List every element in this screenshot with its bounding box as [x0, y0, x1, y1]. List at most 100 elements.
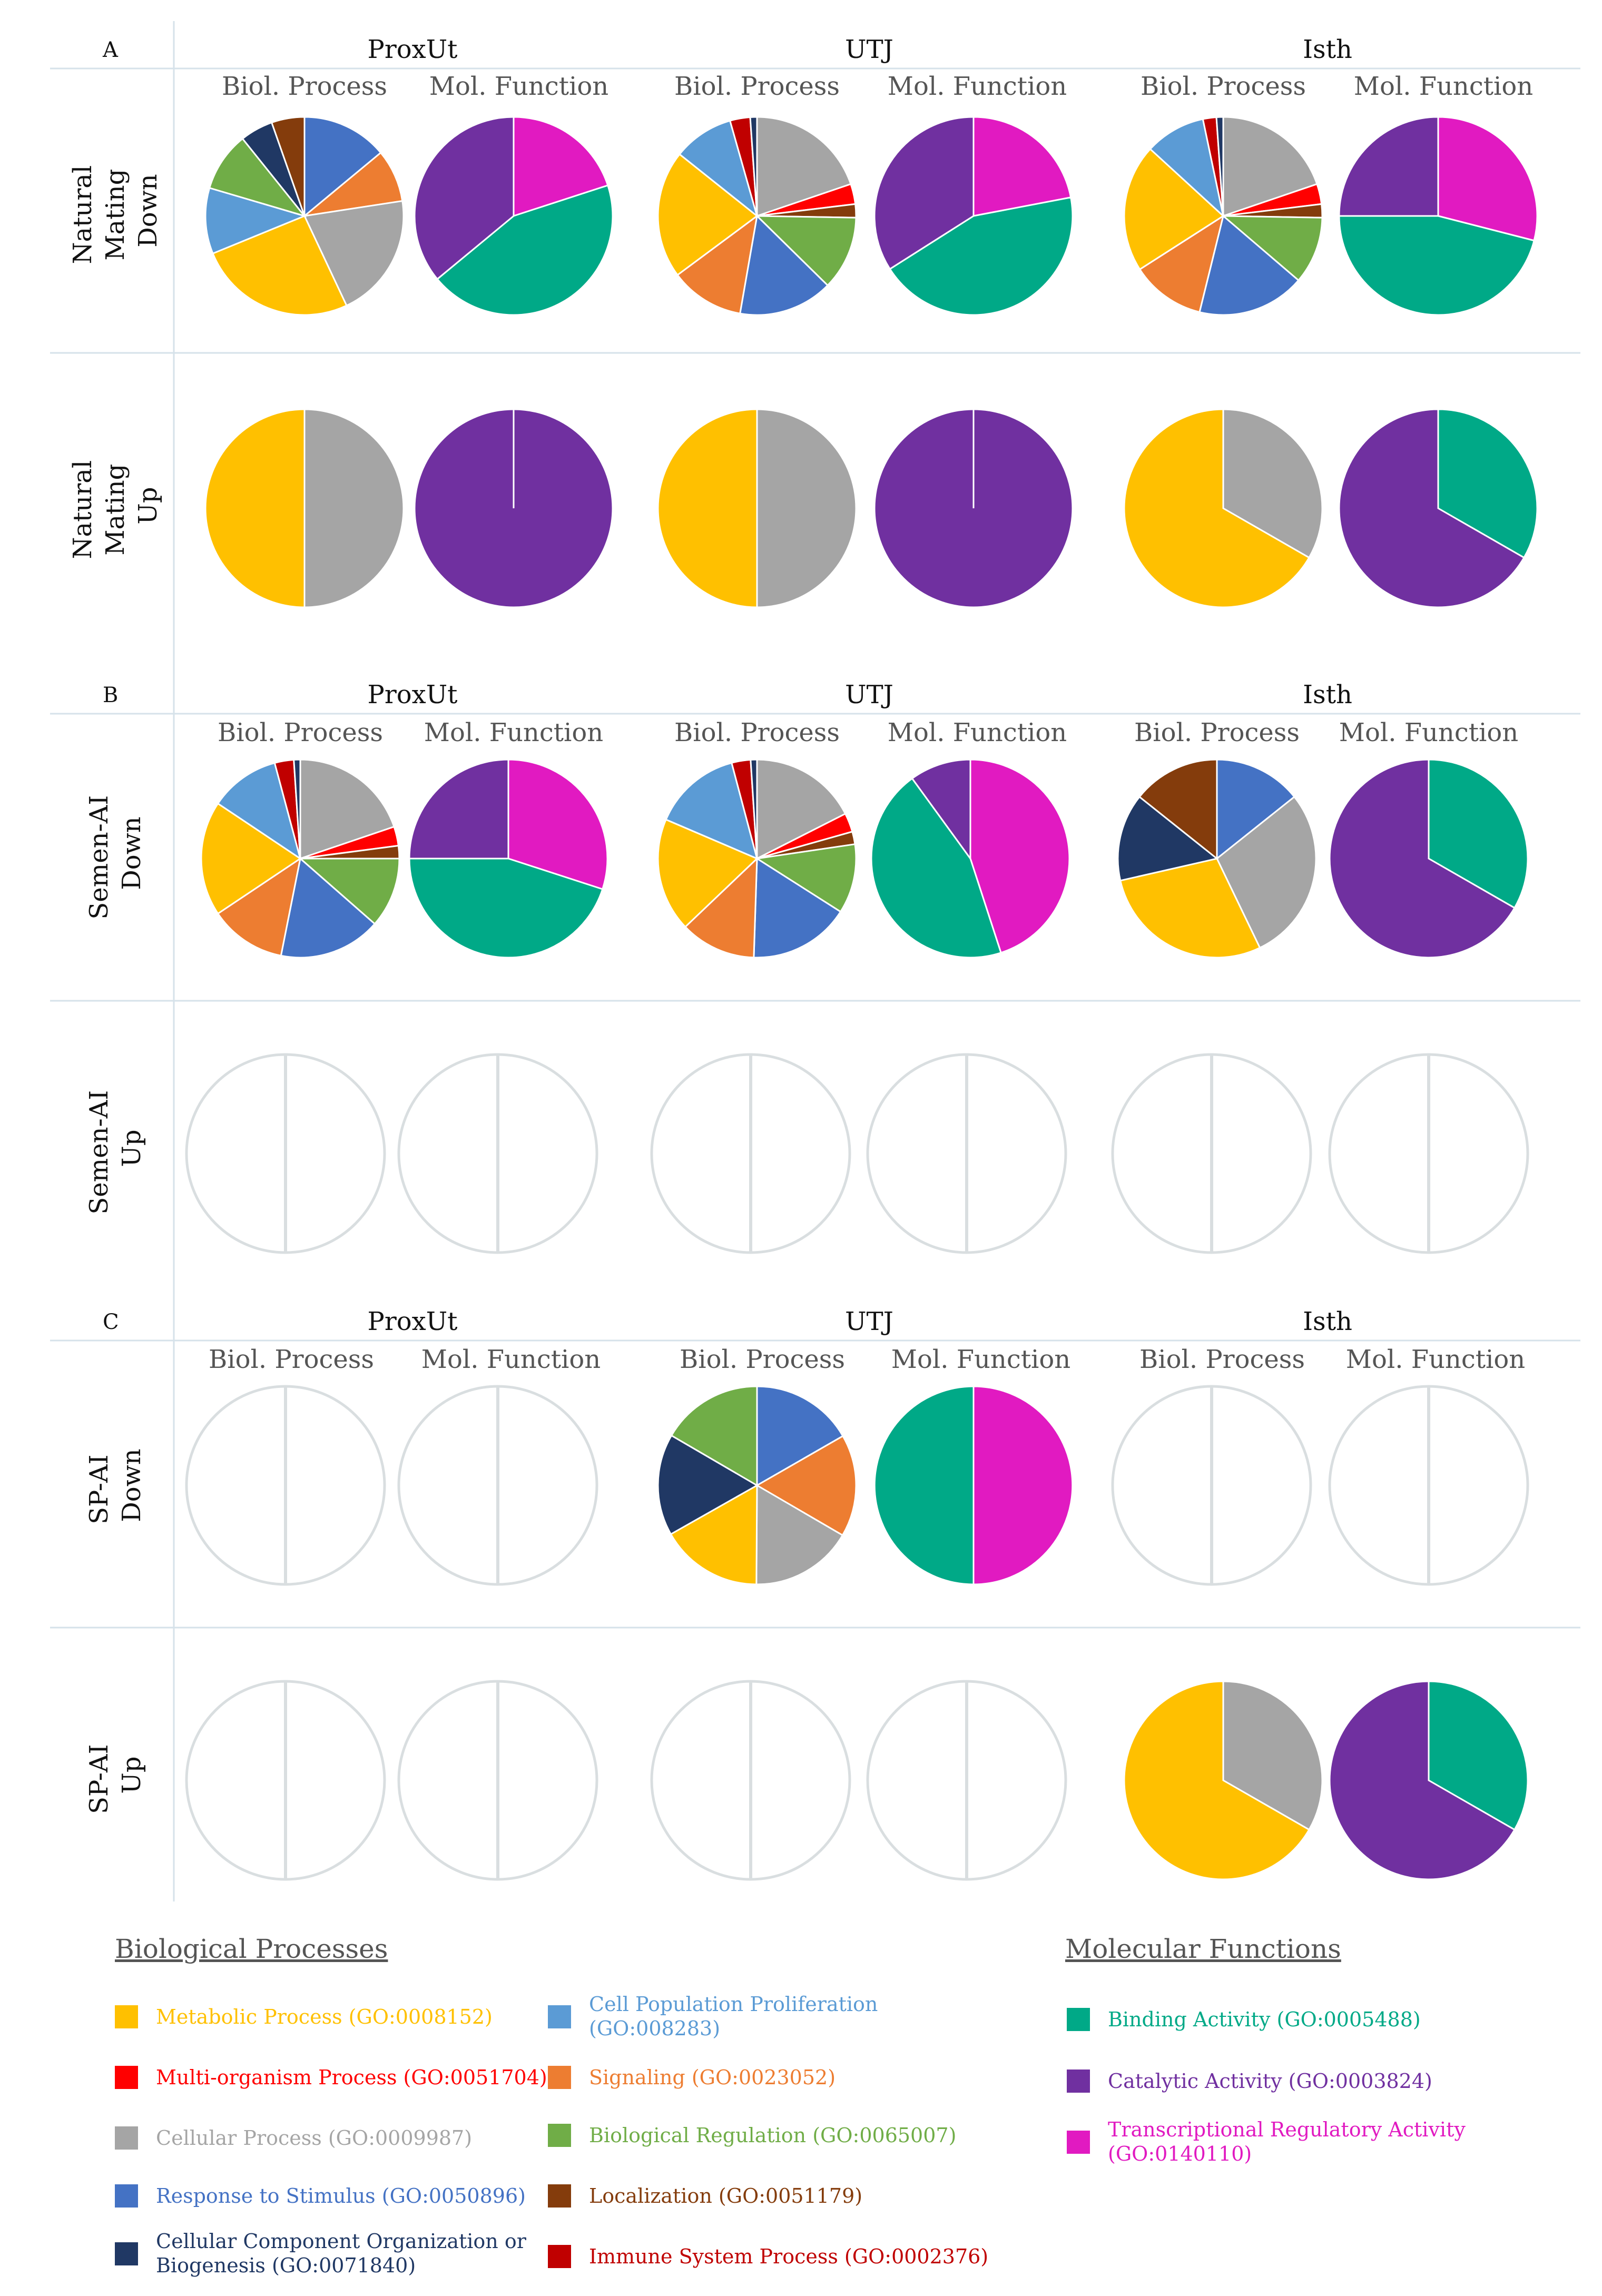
- pie-sp-ai-up-proxut-mf: [397, 1680, 598, 1881]
- pie-slice-catalytic: [911, 758, 971, 861]
- pie-slice-metabolic: [1119, 858, 1261, 959]
- pie-slice-transcr: [507, 758, 608, 890]
- subheader-mf-utj-b: Mol. Function: [888, 718, 1067, 747]
- pie-slice-binding: [873, 1385, 975, 1585]
- pie-slice-response: [1198, 214, 1300, 316]
- subheader-bp-utj-a: Biol. Process: [674, 72, 840, 101]
- legend-swatch-immune: [548, 2245, 571, 2268]
- pie-slice-ccorg: [1117, 795, 1219, 882]
- subheader-mf-proxut-b: Mol. Function: [424, 718, 603, 747]
- pie-natural-mating-down-utj-bp: [657, 116, 857, 316]
- subheader-bp-isth-a: Biol. Process: [1141, 72, 1306, 101]
- pie-semen-ai-down-proxut-mf: [408, 758, 608, 959]
- pie-slice-signaling: [217, 856, 302, 957]
- row-label-sp-ai-down: SP-AI Down: [84, 1446, 146, 1524]
- pie-slice-signaling: [676, 214, 759, 314]
- pie-grid: [185, 116, 1538, 1881]
- pie-semen-ai-down-isth-bp: [1117, 758, 1317, 959]
- legend-swatch-response: [115, 2184, 138, 2208]
- pie-slice-bioreg: [208, 137, 307, 218]
- col-header-proxut-c: ProxUt: [368, 1307, 458, 1336]
- subheader-mf-utj-a: Mol. Function: [888, 72, 1067, 101]
- legend-swatch-bioreg: [548, 2124, 571, 2147]
- legend-label-ccorg: Cellular Component Organization or Biogen…: [156, 2230, 527, 2277]
- legend-label-signaling: Signaling (GO:0023052): [589, 2066, 836, 2089]
- row-label-natural-mating-up: Natural Mating Up: [68, 452, 163, 559]
- legend-swatch-ccorg: [115, 2242, 138, 2265]
- pie-slice-response: [739, 214, 829, 316]
- subheader-bp-proxut-b: Biol. Process: [218, 718, 383, 747]
- pie-slice-catalytic: [408, 758, 509, 860]
- pie-slice-binding: [870, 777, 1002, 959]
- legend-item-localization: Localization (GO:0051179): [548, 2184, 862, 2208]
- pie-natural-mating-up-isth-bp: [1123, 408, 1323, 608]
- col-header-isth-b: Isth: [1303, 680, 1352, 710]
- legend-bp-title: Biological Processes: [115, 1934, 388, 1964]
- pie-natural-mating-up-isth-mf: [1338, 408, 1538, 608]
- pie-slice-transcr: [972, 116, 1072, 217]
- legend-swatch-signaling: [548, 2066, 571, 2089]
- panel-label-c: C: [103, 1310, 119, 1334]
- subheader-bp-utj-c: Biol. Process: [680, 1345, 845, 1374]
- legend-swatch-binding: [1067, 2008, 1090, 2031]
- panel-label-b: B: [103, 683, 118, 707]
- pie-slice-cellprolif: [204, 186, 307, 255]
- pie-sp-ai-down-utj-mf: [873, 1385, 1074, 1585]
- pie-sp-ai-up-isth-bp: [1123, 1680, 1323, 1880]
- pie-slice-signaling: [755, 1435, 857, 1536]
- pie-sp-ai-down-isth-mf: [1328, 1385, 1529, 1586]
- legend-label-cellprolif: Cell Population Proliferation (GO:008283): [589, 1993, 878, 2040]
- pie-slice-cellular: [1222, 408, 1323, 559]
- pie-slice-bioreg: [298, 858, 400, 925]
- legend-label-immune: Immune System Process (GO:0002376): [589, 2245, 988, 2268]
- subheader-mf-isth-a: Mol. Function: [1354, 72, 1533, 101]
- subheader-mf-proxut-a: Mol. Function: [429, 72, 608, 101]
- col-header-utj-a: UTJ: [845, 35, 893, 64]
- pie-semen-ai-up-isth-bp: [1111, 1053, 1312, 1254]
- legend-item-bioreg: Biological Regulation (GO:0065007): [548, 2124, 956, 2147]
- pie-slice-binding: [889, 196, 1074, 316]
- pie-semen-ai-up-proxut-bp: [185, 1053, 386, 1254]
- pie-slice-metabolic: [200, 802, 302, 915]
- pie-natural-mating-up-proxut-mf: [414, 408, 614, 608]
- legend-item-signaling: Signaling (GO:0023052): [548, 2066, 836, 2089]
- pie-semen-ai-up-proxut-mf: [397, 1053, 598, 1254]
- legend-label-binding: Binding Activity (GO:0005488): [1108, 2008, 1421, 2031]
- pie-slice-binding: [1428, 758, 1529, 909]
- pie-natural-mating-down-isth-mf: [1338, 116, 1538, 316]
- col-header-isth-c: Isth: [1303, 1307, 1352, 1336]
- pie-slice-signaling: [684, 856, 758, 959]
- legend-swatch-catalytic: [1067, 2070, 1090, 2093]
- pie-slice-metabolic: [1123, 1680, 1311, 1880]
- legend-mf-title: Molecular Functions: [1065, 1934, 1341, 1964]
- pie-slice-bioreg: [670, 1385, 758, 1487]
- pie-semen-ai-up-utj-mf: [866, 1053, 1067, 1254]
- pie-slice-catalytic: [1338, 116, 1439, 217]
- pie-slice-cellprolif: [678, 120, 759, 219]
- pie-slice-metabolic: [657, 408, 758, 608]
- legend-item-cellular: Cellular Process (GO:0009987): [115, 2126, 472, 2150]
- pie-sp-ai-down-utj-bp: [657, 1385, 857, 1585]
- pie-slice-transcr: [969, 758, 1070, 954]
- legend-label-transcr: Transcriptional Regulatory Activity (GO:0…: [1108, 2118, 1466, 2165]
- legend-swatch-localization: [548, 2184, 571, 2208]
- pie-slice-binding: [1437, 408, 1538, 559]
- legend-swatch-cellprolif: [548, 2005, 571, 2028]
- pie-slice-cellprolif: [1149, 118, 1225, 219]
- pie-slice-response: [1216, 758, 1296, 861]
- pie-natural-mating-up-utj-mf: [873, 408, 1074, 608]
- row-label-natural-mating-down: Natural Mating Down: [68, 157, 163, 264]
- pie-slice-metabolic: [657, 153, 759, 277]
- pie-semen-ai-down-proxut-bp: [200, 758, 400, 959]
- pie-slice-metabolic: [1123, 147, 1225, 271]
- pie-slice-cellular: [756, 758, 847, 860]
- legend-item-cellprolif: Cell Population Proliferation (GO:008283): [548, 1993, 878, 2040]
- pie-sp-ai-up-utj-bp: [650, 1680, 851, 1881]
- pie-semen-ai-down-utj-bp: [657, 758, 857, 959]
- pie-sp-ai-up-utj-mf: [866, 1680, 1067, 1881]
- legend-label-catalytic: Catalytic Activity (GO:0003824): [1108, 2070, 1432, 2093]
- pie-sp-ai-up-isth-mf: [1329, 1680, 1529, 1880]
- pie-natural-mating-down-proxut-mf: [414, 116, 614, 316]
- legend-item-multiorg: Multi-organism Process (GO:0051704): [115, 2066, 547, 2089]
